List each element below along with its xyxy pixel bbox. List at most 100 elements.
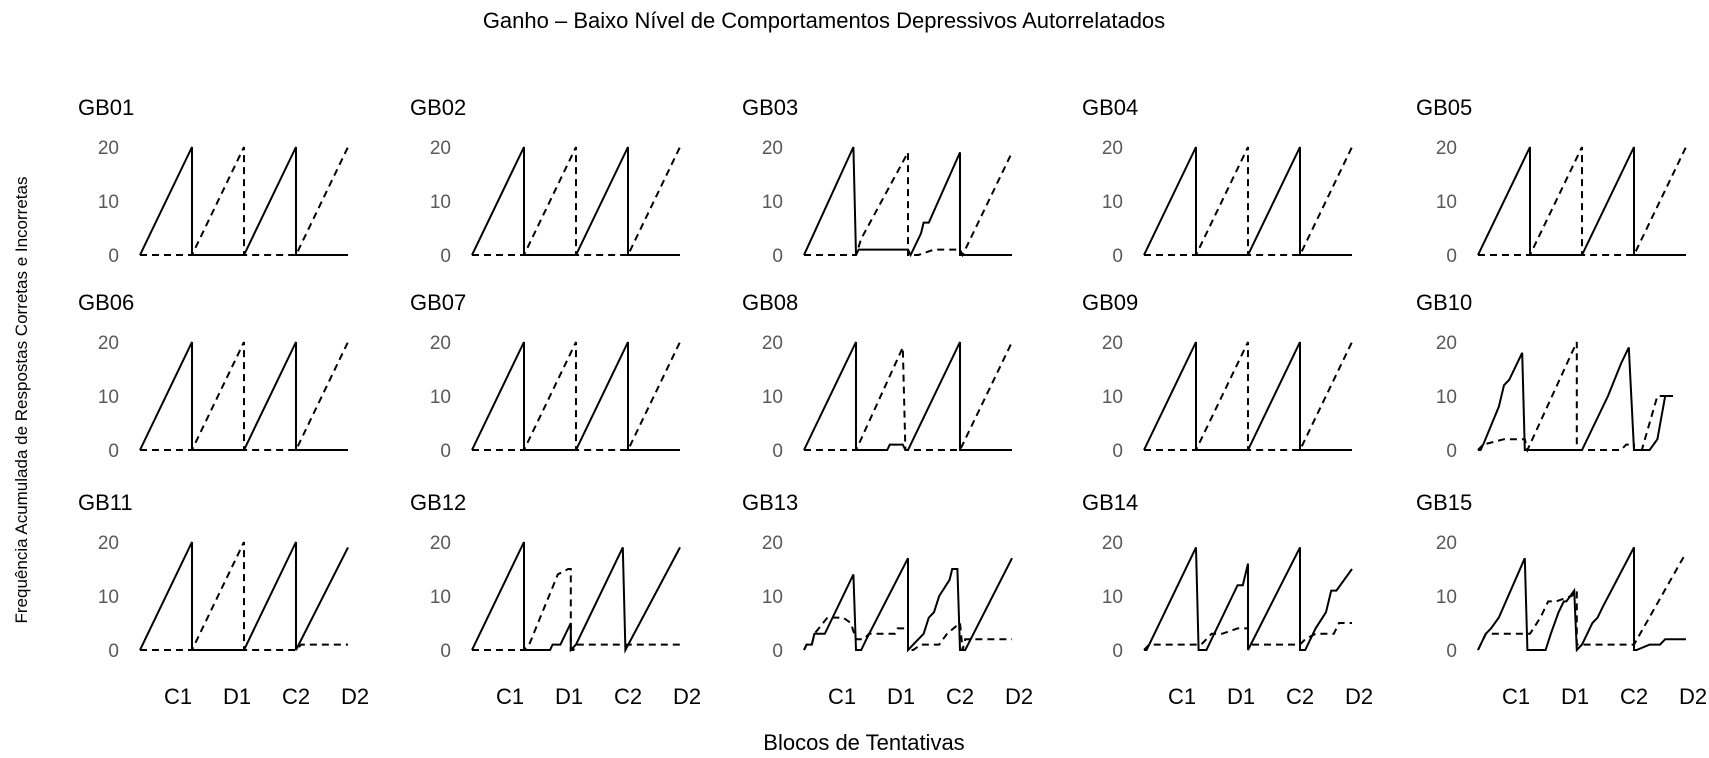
- correct-series-line: [1477, 346, 1673, 451]
- y-tick-label: 0: [1446, 641, 1457, 662]
- y-tick-label: 0: [1112, 641, 1123, 662]
- y-tick-label: 20: [1436, 533, 1457, 554]
- correct-series-line: [1143, 341, 1352, 451]
- x-block-label: C2: [614, 684, 642, 709]
- x-block-label: C2: [282, 684, 310, 709]
- y-tick-label: 10: [762, 387, 783, 408]
- y-tick-label: 0: [440, 246, 451, 267]
- x-block-label: C1: [1502, 684, 1530, 709]
- panel-title: GB01: [78, 95, 134, 120]
- panel-title: GB08: [742, 290, 798, 315]
- panel-title: GB02: [410, 95, 466, 120]
- incorrect-series-line: [472, 146, 681, 256]
- y-tick-label: 10: [1436, 587, 1457, 608]
- panel-gb01: GB01 0 10 20: [78, 95, 349, 267]
- y-tick-label: 10: [1102, 192, 1123, 213]
- y-tick-label: 10: [98, 387, 119, 408]
- x-block-label: D1: [1561, 684, 1589, 709]
- incorrect-series-line: [140, 541, 348, 651]
- x-block-label: C2: [1620, 684, 1648, 709]
- panel-title: GB13: [742, 490, 798, 515]
- correct-series-line: [1143, 146, 1352, 256]
- panel-title: GB03: [742, 95, 798, 120]
- incorrect-series-line: [472, 568, 680, 651]
- x-block-labels: C1 D1 C2 D2 C1 D1 C2 D2 C1 D1 C2 D2 C1 D1 C2 D2 C1 D1 C2 D2: [164, 684, 1707, 709]
- x-block-label: D2: [673, 684, 701, 709]
- y-tick-label: 10: [762, 192, 783, 213]
- panel-gb08: GB08 0 10 20: [742, 290, 1013, 462]
- y-tick-label: 0: [108, 641, 119, 662]
- y-tick-label: 10: [430, 387, 451, 408]
- x-block-label: C2: [1286, 684, 1314, 709]
- y-tick-label: 10: [1436, 192, 1457, 213]
- panel-gb15: GB15 0 10 20: [1416, 490, 1687, 662]
- y-tick-label: 0: [108, 441, 119, 462]
- incorrect-series-line: [1144, 146, 1353, 256]
- y-tick-label: 10: [1102, 387, 1123, 408]
- panel-title: GB15: [1416, 490, 1472, 515]
- panel-gb14: GB14 0 10 20: [1082, 490, 1353, 662]
- y-tick-label: 0: [440, 441, 451, 462]
- panel-gb04: GB04 0 10 20: [1082, 95, 1353, 267]
- incorrect-series-line: [804, 341, 1013, 451]
- x-block-label: D2: [1679, 684, 1707, 709]
- incorrect-series-line: [140, 341, 349, 451]
- y-tick-label: 20: [430, 138, 451, 159]
- x-block-label: D2: [341, 684, 369, 709]
- panels-group: GB01 0 10 20 GB02 0 10 20 GB03 0 10 20 GB04 0 10 20 GB05…: [78, 95, 1687, 662]
- y-tick-label: 0: [108, 246, 119, 267]
- y-tick-label: 10: [1102, 587, 1123, 608]
- incorrect-series-line: [1144, 341, 1353, 451]
- panel-gb09: GB09 0 10 20: [1082, 290, 1353, 462]
- panel-title: GB07: [410, 290, 466, 315]
- panel-title: GB04: [1082, 95, 1138, 120]
- y-tick-label: 0: [1446, 246, 1457, 267]
- y-tick-label: 10: [98, 192, 119, 213]
- correct-series-line: [803, 557, 1013, 653]
- panel-gb11: GB11 0 10 20: [78, 490, 349, 662]
- panel-title: GB10: [1416, 290, 1472, 315]
- y-tick-label: 20: [762, 333, 783, 354]
- x-axis-label: Blocos de Tentativas: [763, 730, 964, 755]
- correct-series-line: [139, 146, 348, 256]
- y-tick-label: 0: [772, 641, 783, 662]
- y-axis-label: Frequência Acumulada de Respostas Corret…: [12, 177, 31, 624]
- x-block-label: D1: [1227, 684, 1255, 709]
- correct-series-line: [471, 341, 680, 451]
- y-tick-label: 10: [430, 587, 451, 608]
- panel-gb06: GB06 0 10 20: [78, 290, 349, 462]
- incorrect-series-line: [472, 341, 681, 451]
- y-tick-label: 10: [1436, 387, 1457, 408]
- y-tick-label: 0: [440, 641, 451, 662]
- y-tick-label: 20: [98, 138, 119, 159]
- y-tick-label: 0: [1446, 441, 1457, 462]
- y-tick-label: 20: [1102, 533, 1123, 554]
- y-tick-label: 20: [1436, 138, 1457, 159]
- panel-title: GB11: [78, 490, 133, 515]
- x-block-label: C1: [828, 684, 856, 709]
- y-tick-label: 0: [1112, 441, 1123, 462]
- y-tick-label: 20: [762, 138, 783, 159]
- panel-title: GB12: [410, 490, 466, 515]
- correct-series-line: [139, 341, 348, 451]
- incorrect-series-line: [1478, 341, 1673, 454]
- y-tick-label: 20: [1102, 138, 1123, 159]
- x-block-label: C1: [164, 684, 192, 709]
- y-tick-label: 20: [430, 333, 451, 354]
- panel-gb03: GB03 0 10 20: [742, 95, 1013, 267]
- panel-gb02: GB02 0 10 20: [410, 95, 681, 267]
- y-tick-label: 0: [1112, 246, 1123, 267]
- y-tick-label: 0: [772, 246, 783, 267]
- y-tick-label: 0: [772, 441, 783, 462]
- correct-series-line: [1144, 546, 1353, 651]
- panel-title: GB05: [1416, 95, 1472, 120]
- y-tick-label: 10: [98, 587, 119, 608]
- correct-series-line: [471, 541, 681, 654]
- panel-gb13: GB13 0 10 20: [742, 490, 1013, 662]
- panel-gb07: GB07 0 10 20: [410, 290, 681, 462]
- y-tick-label: 20: [1436, 333, 1457, 354]
- x-block-label: C1: [496, 684, 524, 709]
- correct-series-line: [1477, 546, 1686, 653]
- incorrect-series-line: [1477, 552, 1687, 651]
- y-tick-label: 20: [98, 533, 119, 554]
